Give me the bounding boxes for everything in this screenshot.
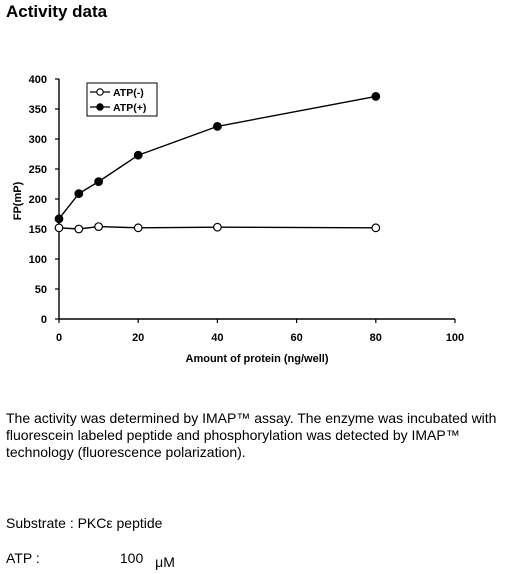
- atp-label: ATP :: [6, 550, 40, 566]
- y-tick-label: 250: [29, 164, 47, 176]
- y-tick-label: 0: [41, 314, 47, 326]
- y-tick-label: 300: [29, 134, 47, 146]
- activity-line-chart: 0 50 100 150 200 250 300 350 400 0 20 40 60 80 100 ATP…: [12, 74, 465, 365]
- data-point: [54, 223, 64, 233]
- y-tick-label: 150: [29, 224, 47, 236]
- y-tick-label: 100: [29, 254, 47, 266]
- y-tick-label: 50: [35, 284, 47, 296]
- data-point: [74, 189, 84, 199]
- y-tick-label: 400: [29, 74, 47, 86]
- x-axis-label: Amount of protein (ng/well): [186, 353, 329, 365]
- chart-points: [54, 92, 381, 234]
- substrate-line: Substrate : PKCε peptide: [6, 515, 163, 531]
- legend-marker: [96, 103, 104, 111]
- data-point: [74, 224, 84, 234]
- y-axis-label: FP(mP): [12, 181, 24, 220]
- x-tick-label: 100: [446, 332, 464, 344]
- data-point: [212, 222, 222, 232]
- legend-label: ATP(+): [113, 102, 146, 114]
- data-point: [54, 214, 64, 224]
- data-point: [371, 92, 381, 101]
- series-line-1: [58, 95, 376, 220]
- atp-unit: μM: [155, 554, 175, 570]
- x-tick-label: 20: [132, 332, 144, 344]
- y-tick-label: 200: [29, 194, 47, 206]
- atp-line: ATP : 100 μM: [6, 550, 306, 570]
- data-point: [94, 222, 103, 232]
- x-tick-label: 0: [56, 332, 62, 344]
- atp-value: 100: [119, 550, 144, 566]
- x-tick-label: 60: [290, 332, 302, 344]
- data-point: [212, 122, 222, 131]
- chart-legend: ATP(-) ATP(+): [86, 82, 158, 117]
- x-tick-label: 80: [370, 332, 382, 344]
- data-point: [133, 150, 143, 160]
- legend-label: ATP(-): [113, 87, 144, 99]
- data-point: [371, 223, 381, 233]
- legend-marker: [96, 88, 104, 96]
- description-text: The activity was determined by IMAP™ ass…: [6, 410, 497, 460]
- section-heading: Activity data: [6, 2, 108, 21]
- data-point: [94, 177, 103, 186]
- description: The activity was determined by IMAP™ ass…: [6, 410, 506, 461]
- chart-ticks: 0 50 100 150 200 250 300 350 400 0 20 40 60 80 100: [29, 74, 465, 344]
- data-point: [133, 223, 143, 233]
- y-tick-label: 350: [29, 104, 47, 116]
- x-tick-label: 40: [211, 332, 223, 344]
